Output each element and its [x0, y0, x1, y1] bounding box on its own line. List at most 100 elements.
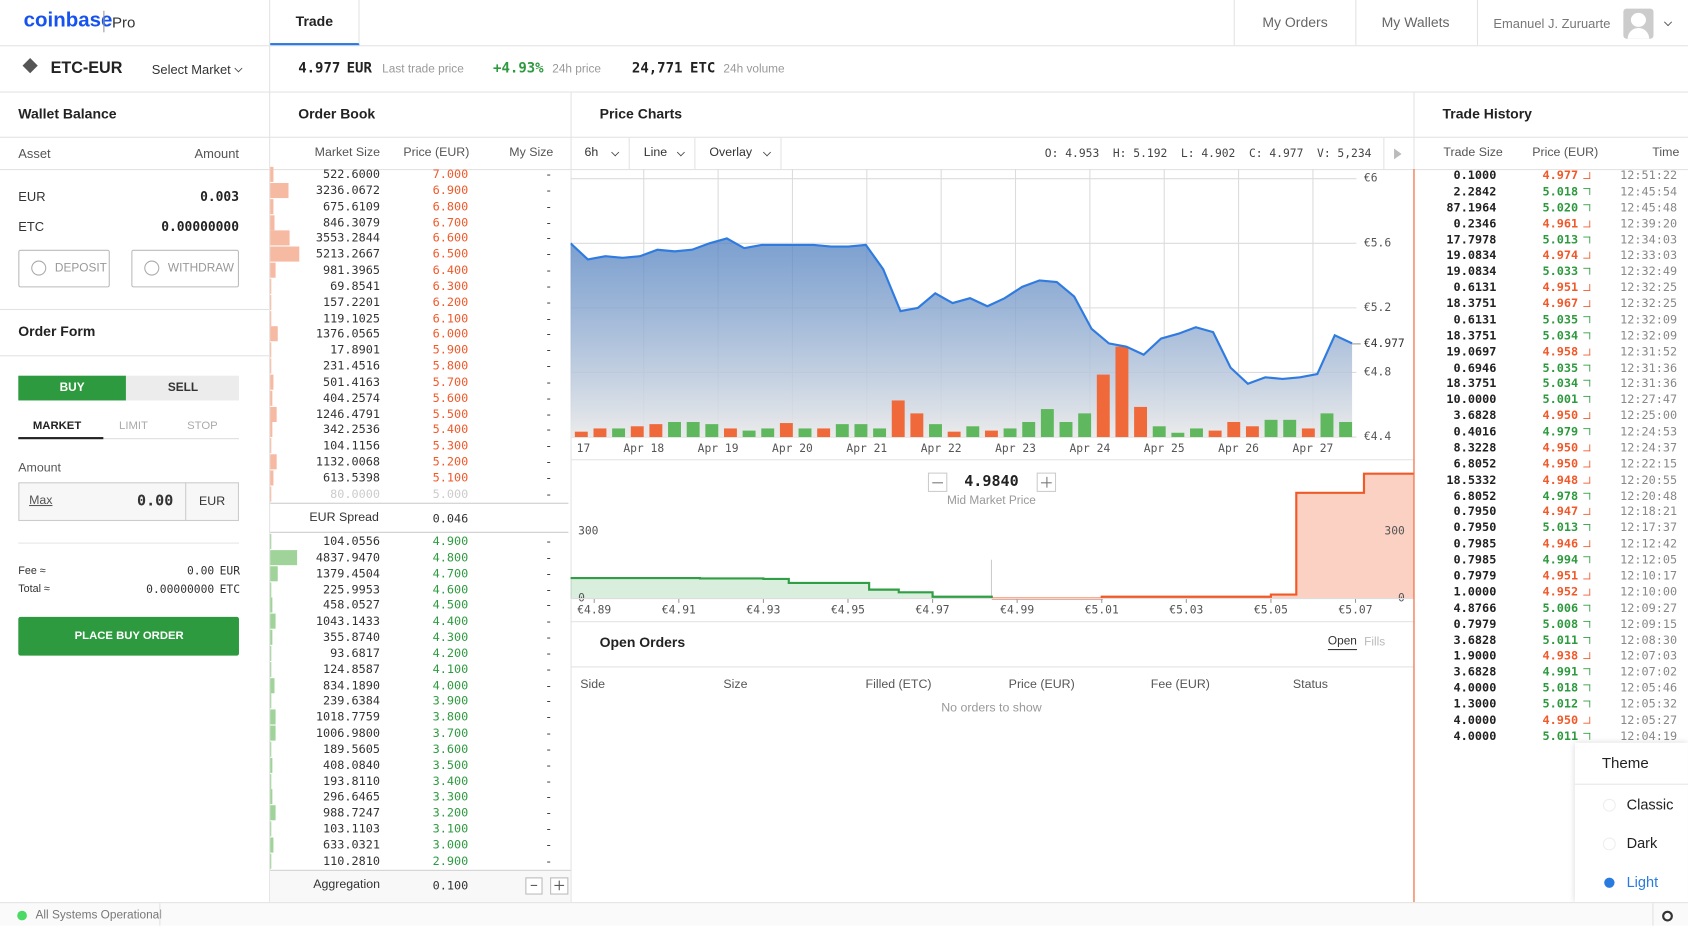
- my-size: -: [545, 279, 553, 294]
- trade-time: 12:20:48: [1620, 488, 1678, 503]
- x-tick-label: €4.97: [916, 603, 950, 616]
- depth-bar: [270, 198, 274, 214]
- radio[interactable]: [1602, 837, 1616, 851]
- divider: [1574, 783, 1688, 785]
- trade-price: 5.018: [1542, 184, 1579, 199]
- wallet-button-label[interactable]: WITHDRAW: [167, 262, 234, 275]
- trade-price: 4.948: [1542, 472, 1579, 487]
- amount-input[interactable]: [18, 482, 239, 522]
- asks-depth-line: [991, 472, 1414, 600]
- trade-time: 12:05:27: [1620, 712, 1678, 727]
- nav-tab[interactable]: [270, 0, 360, 46]
- my-size: -: [545, 774, 553, 788]
- trade-time: 12:31:52: [1620, 344, 1678, 359]
- order-size: 239.6384: [322, 694, 381, 709]
- trade-size: 6.8052: [1453, 488, 1497, 503]
- nav-link[interactable]: My Wallets: [1381, 14, 1450, 31]
- volume-bar: [593, 428, 607, 438]
- trade-time: 12:32:09: [1620, 328, 1678, 343]
- order-type-tab[interactable]: STOP: [187, 419, 218, 433]
- column-header: Status: [1292, 678, 1328, 692]
- trade-size: 18.3751: [1446, 296, 1497, 311]
- column-header: Market Size: [314, 146, 381, 160]
- market-selector[interactable]: Select Market: [151, 62, 231, 78]
- chart-control-label[interactable]: Overlay: [709, 146, 753, 160]
- balance: 0.00000000: [161, 219, 239, 235]
- order-price: 3.000: [432, 837, 469, 852]
- avatar-body: [1627, 27, 1650, 39]
- x-tick-label: €4.95: [831, 603, 865, 616]
- order-type-tab[interactable]: MARKET: [32, 419, 82, 433]
- theme-option[interactable]: Light: [1626, 874, 1659, 891]
- last-price-unit: EUR: [346, 60, 372, 77]
- depth-bar: [270, 661, 271, 677]
- my-size: -: [545, 837, 553, 852]
- order-size: 834.1890: [322, 678, 381, 693]
- x-tick-label: €5.01: [1085, 603, 1119, 616]
- my-size: -: [545, 678, 553, 693]
- orders-tab[interactable]: Open: [1327, 635, 1357, 651]
- volume-bar: [779, 423, 793, 438]
- order-size: 296.6465: [322, 789, 381, 804]
- order-price: 4.500: [432, 598, 469, 613]
- order-size: 1043.1433: [315, 614, 381, 629]
- trade-size: 4.8766: [1453, 600, 1497, 615]
- total-label: Total ≈: [18, 583, 50, 596]
- buy-tab[interactable]: [18, 375, 126, 401]
- side-label[interactable]: BUY: [59, 381, 85, 395]
- order-price: 4.000: [432, 678, 469, 693]
- chart-control[interactable]: [695, 137, 782, 170]
- order-size: 157.2201: [322, 295, 381, 310]
- divider: [0, 355, 270, 357]
- wallet-button[interactable]: [131, 249, 239, 288]
- wallet-button[interactable]: [18, 249, 110, 288]
- trade-direction: [1583, 188, 1591, 195]
- order-type-tab[interactable]: LIMIT: [119, 419, 148, 433]
- order-price: 5.000: [432, 486, 469, 501]
- chart-control[interactable]: [571, 137, 630, 170]
- settings-icon[interactable]: [1662, 910, 1673, 922]
- trade-direction: [1583, 700, 1591, 708]
- aggregation-decrease[interactable]: [525, 877, 543, 895]
- depth-bar: [270, 470, 274, 486]
- trade-size: 1.9000: [1453, 648, 1497, 663]
- place-order-label[interactable]: PLACE BUY ORDER: [74, 629, 184, 643]
- chart-control-label[interactable]: Line: [643, 146, 668, 160]
- radio[interactable]: [1604, 877, 1615, 888]
- side-label[interactable]: SELL: [167, 381, 199, 395]
- depth-bar: [270, 725, 276, 741]
- volume-bar: [1320, 413, 1334, 438]
- chart-expand[interactable]: [1383, 137, 1413, 170]
- nav-link[interactable]: My Orders: [1262, 14, 1328, 31]
- trade-direction: [1583, 204, 1591, 211]
- radio[interactable]: [1602, 798, 1616, 812]
- market-icon: [22, 58, 38, 74]
- trade-price: 4.951: [1542, 568, 1579, 583]
- trade-direction: [1583, 412, 1591, 420]
- trade-size: 6.8052: [1453, 456, 1497, 471]
- trade-price: 4.947: [1542, 504, 1579, 519]
- order-size: 193.8110: [322, 774, 381, 788]
- place-order-button[interactable]: [18, 616, 239, 656]
- trade-direction: [1583, 652, 1591, 660]
- volume-bar: [612, 428, 626, 438]
- chart-control[interactable]: [630, 137, 696, 170]
- user-name[interactable]: Emanuel J. Zuruarte: [1493, 15, 1611, 32]
- volume-bar: [686, 421, 700, 438]
- trade-price: 4.950: [1542, 440, 1579, 455]
- x-tick-label: Apr 21: [846, 442, 887, 455]
- chart-control-label[interactable]: 6h: [584, 146, 599, 160]
- theme-option[interactable]: Classic: [1626, 796, 1674, 813]
- order-price: 4.800: [432, 550, 469, 565]
- theme-option[interactable]: Dark: [1626, 835, 1658, 852]
- my-size: -: [545, 374, 553, 389]
- max-link[interactable]: Max: [29, 494, 53, 508]
- order-price: 3.500: [432, 758, 469, 773]
- divider: [1652, 903, 1654, 926]
- depth-bar: [270, 454, 277, 470]
- trade-time: 12:25:00: [1620, 408, 1678, 423]
- wallet-button-label[interactable]: DEPOSIT: [54, 262, 107, 275]
- sell-tab[interactable]: [125, 375, 239, 401]
- orders-tab[interactable]: Fills: [1364, 635, 1386, 649]
- trade-price: 4.946: [1542, 536, 1579, 551]
